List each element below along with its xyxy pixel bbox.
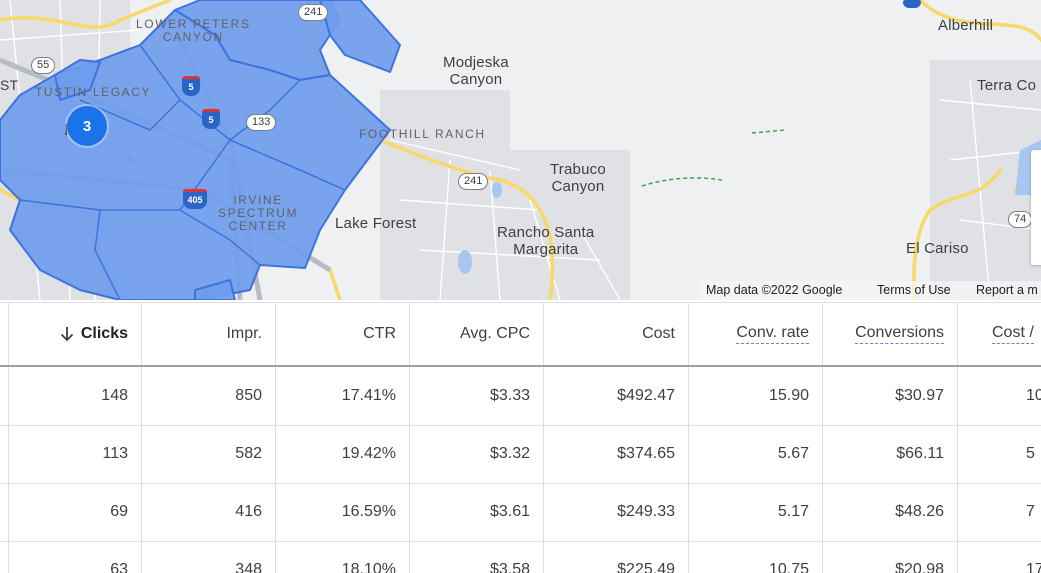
cell-conv-rate: 10.75: [688, 541, 822, 573]
column-header-ctr[interactable]: CTR: [275, 303, 409, 365]
column-header-avg-cpc[interactable]: Avg. CPC: [409, 303, 543, 365]
highways: [0, 0, 1041, 300]
cell-impressions: 348: [141, 541, 275, 573]
cell-cost: $492.47: [543, 367, 688, 425]
route-shield-241-north: 241: [298, 4, 329, 21]
place-partial-label: ST: [0, 77, 19, 93]
cell-cost: $374.65: [543, 425, 688, 483]
column-header-conversions[interactable]: Conversions: [822, 303, 957, 365]
stats-table: Clicks Impr. CTR Avg. CPC Cost Conv. rat…: [0, 302, 1041, 573]
cell-avg-cpc: $3.61: [409, 483, 543, 541]
place-trabuco-canyon: Trabuco Canyon: [550, 161, 606, 195]
table-row[interactable]: 69 416 16.59% $3.61 $249.33 5.17 $48.26 7: [0, 483, 1041, 542]
route-shield-74: 74: [1008, 211, 1033, 228]
column-header-conv-rate[interactable]: Conv. rate: [688, 303, 822, 365]
cell-avg-cpc: $3.58: [409, 541, 543, 573]
place-rancho-santa-margarita: Rancho Santa Margarita: [497, 224, 595, 258]
cell-impressions: 582: [141, 425, 275, 483]
route-shield-133: 133: [246, 114, 277, 131]
trails: [641, 129, 786, 187]
map[interactable]: LOWER PETERS CANYON Modjeska Canyon Albe…: [0, 0, 1041, 300]
cell-clicks: 69: [8, 483, 141, 541]
cell-conv-rate: 15.90: [688, 367, 822, 425]
region-boundaries: [19, 44, 346, 300]
cell-clicks: 148: [8, 367, 141, 425]
cell-cost-per-conv: 5: [957, 425, 1041, 483]
route-shield-55: 55: [31, 57, 56, 74]
cell-impressions: 416: [141, 483, 275, 541]
cell-ctr: 18.10%: [275, 541, 409, 573]
place-lake-forest: Lake Forest: [335, 215, 417, 232]
place-modjeska-canyon: Modjeska Canyon: [443, 54, 509, 88]
cell-conversions: $20.98: [822, 541, 957, 573]
cell-conv-rate: 5.17: [688, 483, 822, 541]
interstate-5-icon: 5: [202, 109, 220, 129]
interstate-15-icon: [903, 0, 921, 8]
map-attribution-bar: [700, 281, 1041, 300]
table-row[interactable]: 113 582 19.42% $3.32 $374.65 5.67 $66.11 5: [0, 425, 1041, 484]
place-lower-peters-canyon: LOWER PETERS CANYON: [136, 17, 251, 44]
place-el-cariso: El Cariso: [906, 240, 969, 257]
cell-cost-per-conv: 10: [957, 367, 1041, 425]
cell-conversions: $66.11: [822, 425, 957, 483]
cell-ctr: 19.42%: [275, 425, 409, 483]
cell-avg-cpc: $3.33: [409, 367, 543, 425]
column-header-cost-per-conv[interactable]: Cost /: [957, 303, 1041, 365]
cell-cost: $249.33: [543, 483, 688, 541]
interstate-5-icon: 5: [182, 76, 200, 96]
route-shield-241-south: 241: [458, 173, 489, 190]
terms-of-use-link[interactable]: Terms of Use: [877, 283, 951, 297]
cell-cost-per-conv: 17: [957, 541, 1041, 573]
place-tustin-legacy: TUSTIN LEGACY: [35, 85, 152, 99]
place-irvine-spectrum: IRVINE SPECTRUM CENTER: [218, 193, 299, 233]
cell-impressions: 850: [141, 367, 275, 425]
cell-conversions: $30.97: [822, 367, 957, 425]
table-header: Clicks Impr. CTR Avg. CPC Cost Conv. rat…: [0, 303, 1041, 367]
cell-ctr: 17.41%: [275, 367, 409, 425]
map-canvas: [0, 0, 1041, 300]
interstate-405-icon: 405: [183, 189, 207, 209]
report-map-error-link[interactable]: Report a m: [976, 283, 1038, 297]
column-header-impressions[interactable]: Impr.: [141, 303, 275, 365]
cell-cost: $225.49: [543, 541, 688, 573]
map-data-attribution: Map data ©2022 Google: [706, 283, 843, 297]
cell-conversions: $48.26: [822, 483, 957, 541]
place-foothill-ranch: FOOTHILL RANCH: [359, 127, 486, 141]
map-side-control[interactable]: [1031, 150, 1041, 265]
place-terra-cotta: Terra Co: [977, 77, 1037, 94]
cell-conv-rate: 5.67: [688, 425, 822, 483]
cell-clicks: 63: [8, 541, 141, 573]
cell-cost-per-conv: 7: [957, 483, 1041, 541]
urban-areas: [0, 0, 1041, 300]
cell-clicks: 113: [8, 425, 141, 483]
column-header-cost[interactable]: Cost: [543, 303, 688, 365]
place-alberhill: Alberhill: [938, 17, 994, 34]
arrow-down-icon: [60, 326, 74, 342]
cell-ctr: 16.59%: [275, 483, 409, 541]
column-header-clicks[interactable]: Clicks: [8, 303, 141, 365]
cell-avg-cpc: $3.32: [409, 425, 543, 483]
location-cluster-marker[interactable]: 3: [67, 106, 107, 146]
